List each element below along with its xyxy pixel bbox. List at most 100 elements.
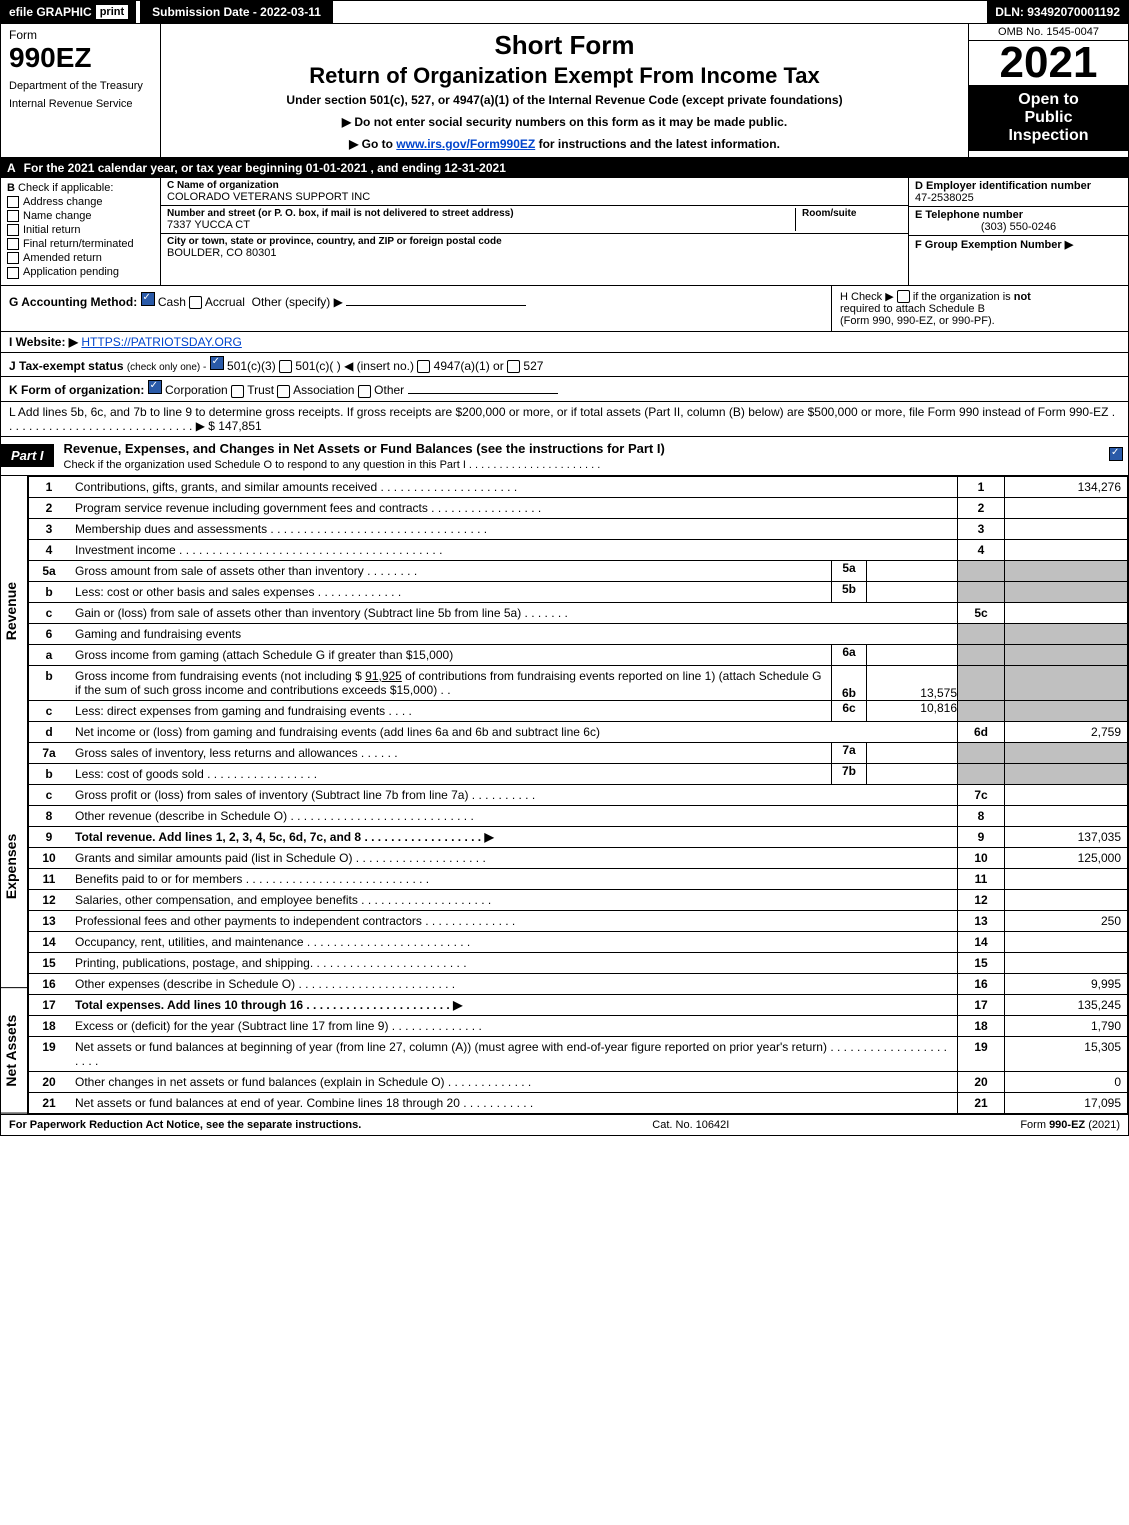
j-4947-checkbox[interactable]: [417, 360, 430, 373]
line-9: 9Total revenue. Add lines 1, 2, 3, 4, 5c…: [29, 826, 1128, 847]
chk-final-return[interactable]: Final return/terminated: [7, 238, 154, 250]
h-checkbox[interactable]: [897, 290, 910, 303]
org-name: COLORADO VETERANS SUPPORT INC: [167, 191, 902, 203]
line-5c: cGain or (loss) from sale of assets othe…: [29, 602, 1128, 623]
chk-initial-return[interactable]: Initial return: [7, 224, 154, 236]
chk-application-pending[interactable]: Application pending: [7, 266, 154, 278]
k-corp-checkbox[interactable]: [148, 380, 162, 394]
line-value: 2,759: [1005, 721, 1128, 742]
checkbox-icon: [7, 238, 19, 250]
lines-table: 1Contributions, gifts, grants, and simil…: [28, 476, 1128, 1114]
line-code: 21: [958, 1092, 1005, 1113]
instr-post: for instructions and the latest informat…: [535, 137, 780, 151]
line-code: 15: [958, 952, 1005, 973]
website-link[interactable]: HTTPS://PATRIOTSDAY.ORG: [81, 335, 241, 349]
line-value-gray: [1005, 644, 1128, 665]
return-subtitle: Under section 501(c), 527, or 4947(a)(1)…: [171, 93, 958, 107]
j-501c-checkbox[interactable]: [279, 360, 292, 373]
form-header: Form 990EZ Department of the Treasury In…: [1, 23, 1128, 158]
org-address: 7337 YUCCA CT: [167, 219, 795, 231]
line-num: 21: [29, 1092, 70, 1113]
irs-link[interactable]: www.irs.gov/Form990EZ: [396, 137, 535, 151]
line-value: 9,995: [1005, 973, 1128, 994]
accrual-checkbox[interactable]: [189, 296, 202, 309]
line-num: 16: [29, 973, 70, 994]
footer-right-post: (2021): [1085, 1119, 1120, 1131]
line-11: 11Benefits paid to or for members . . . …: [29, 868, 1128, 889]
line-code: 19: [958, 1036, 1005, 1071]
side-labels: Revenue Expenses Net Assets: [1, 476, 28, 1114]
line-num: a: [29, 644, 70, 665]
h-text2: if the organization is: [913, 291, 1014, 303]
line-num: b: [29, 763, 70, 784]
j-opt3: 4947(a)(1) or: [434, 359, 504, 373]
header-center: Short Form Return of Organization Exempt…: [161, 24, 968, 157]
k-corp: Corporation: [165, 383, 228, 397]
chk-name-change[interactable]: Name change: [7, 210, 154, 222]
submission-date: Submission Date - 2022-03-11: [140, 1, 333, 23]
chk-label: Initial return: [23, 224, 80, 236]
line-code-gray: [958, 644, 1005, 665]
cash-checkbox[interactable]: [141, 292, 155, 306]
row-a-letter: A: [7, 161, 16, 175]
k-other-checkbox[interactable]: [358, 385, 371, 398]
j-527-checkbox[interactable]: [507, 360, 520, 373]
line-desc: Less: cost of goods sold . . . . . . . .…: [69, 764, 831, 784]
h-text1: H Check ▶: [840, 291, 894, 303]
line-3: 3Membership dues and assessments . . . .…: [29, 518, 1128, 539]
line-num: 4: [29, 539, 70, 560]
line-num: c: [29, 602, 70, 623]
part1-checkbox[interactable]: [1109, 447, 1123, 461]
dln-label: DLN:: [995, 5, 1027, 19]
j-sub: (check only one) -: [127, 362, 206, 373]
subdate-value: 2022-03-11: [260, 5, 321, 19]
line-1: 1Contributions, gifts, grants, and simil…: [29, 476, 1128, 497]
footer-left: For Paperwork Reduction Act Notice, see …: [9, 1119, 361, 1131]
chk-amended-return[interactable]: Amended return: [7, 252, 154, 264]
row-a-period: A For the 2021 calendar year, or tax yea…: [1, 158, 1128, 178]
line-code: 3: [958, 518, 1005, 539]
line-code: 20: [958, 1071, 1005, 1092]
line-value: 1,790: [1005, 1015, 1128, 1036]
line-code: 1: [958, 476, 1005, 497]
line-value: [1005, 518, 1128, 539]
print-button[interactable]: print: [96, 5, 128, 19]
line-desc: Program service revenue including govern…: [69, 497, 958, 518]
short-form-title: Short Form: [171, 30, 958, 61]
org-city-row: City or town, state or province, country…: [161, 234, 908, 261]
line-num: 17: [29, 994, 70, 1015]
line-num: c: [29, 700, 70, 721]
line-value: [1005, 602, 1128, 623]
k-trust-checkbox[interactable]: [231, 385, 244, 398]
line-code: 10: [958, 847, 1005, 868]
sub-value: [867, 645, 957, 665]
line-13: 13Professional fees and other payments t…: [29, 910, 1128, 931]
chk-address-change[interactable]: Address change: [7, 196, 154, 208]
sub-value: 13,575: [867, 666, 957, 700]
sub-code: 7b: [831, 764, 867, 784]
h-text3: required to attach Schedule B: [840, 303, 985, 315]
chk-label: Final return/terminated: [23, 238, 134, 250]
form-page: efile GRAPHIC print Submission Date - 20…: [0, 0, 1129, 1136]
dept-irs: Internal Revenue Service: [9, 98, 152, 110]
j-501c3-checkbox[interactable]: [210, 356, 224, 370]
line-desc: Gross sales of inventory, less returns a…: [69, 743, 831, 763]
k-assoc: Association: [293, 383, 354, 397]
line-21: 21Net assets or fund balances at end of …: [29, 1092, 1128, 1113]
l-amount: 147,851: [218, 419, 261, 433]
org-addr-row: Number and street (or P. O. box, if mail…: [161, 206, 908, 234]
line-num: 7a: [29, 742, 70, 763]
line-desc: Net assets or fund balances at end of ye…: [69, 1092, 958, 1113]
section-c: C Name of organization COLORADO VETERANS…: [161, 178, 908, 285]
chk-label: Name change: [23, 210, 92, 222]
k-assoc-checkbox[interactable]: [277, 385, 290, 398]
checkbox-icon: [7, 196, 19, 208]
line-code: 2: [958, 497, 1005, 518]
line-desc: Excess or (deficit) for the year (Subtra…: [69, 1015, 958, 1036]
line-num: 3: [29, 518, 70, 539]
open-line1: Open to: [973, 91, 1124, 109]
ein-row: D Employer identification number 47-2538…: [909, 178, 1128, 207]
line-19: 19Net assets or fund balances at beginni…: [29, 1036, 1128, 1071]
part1-label: Part I: [1, 444, 54, 467]
line-value-gray: [1005, 623, 1128, 644]
